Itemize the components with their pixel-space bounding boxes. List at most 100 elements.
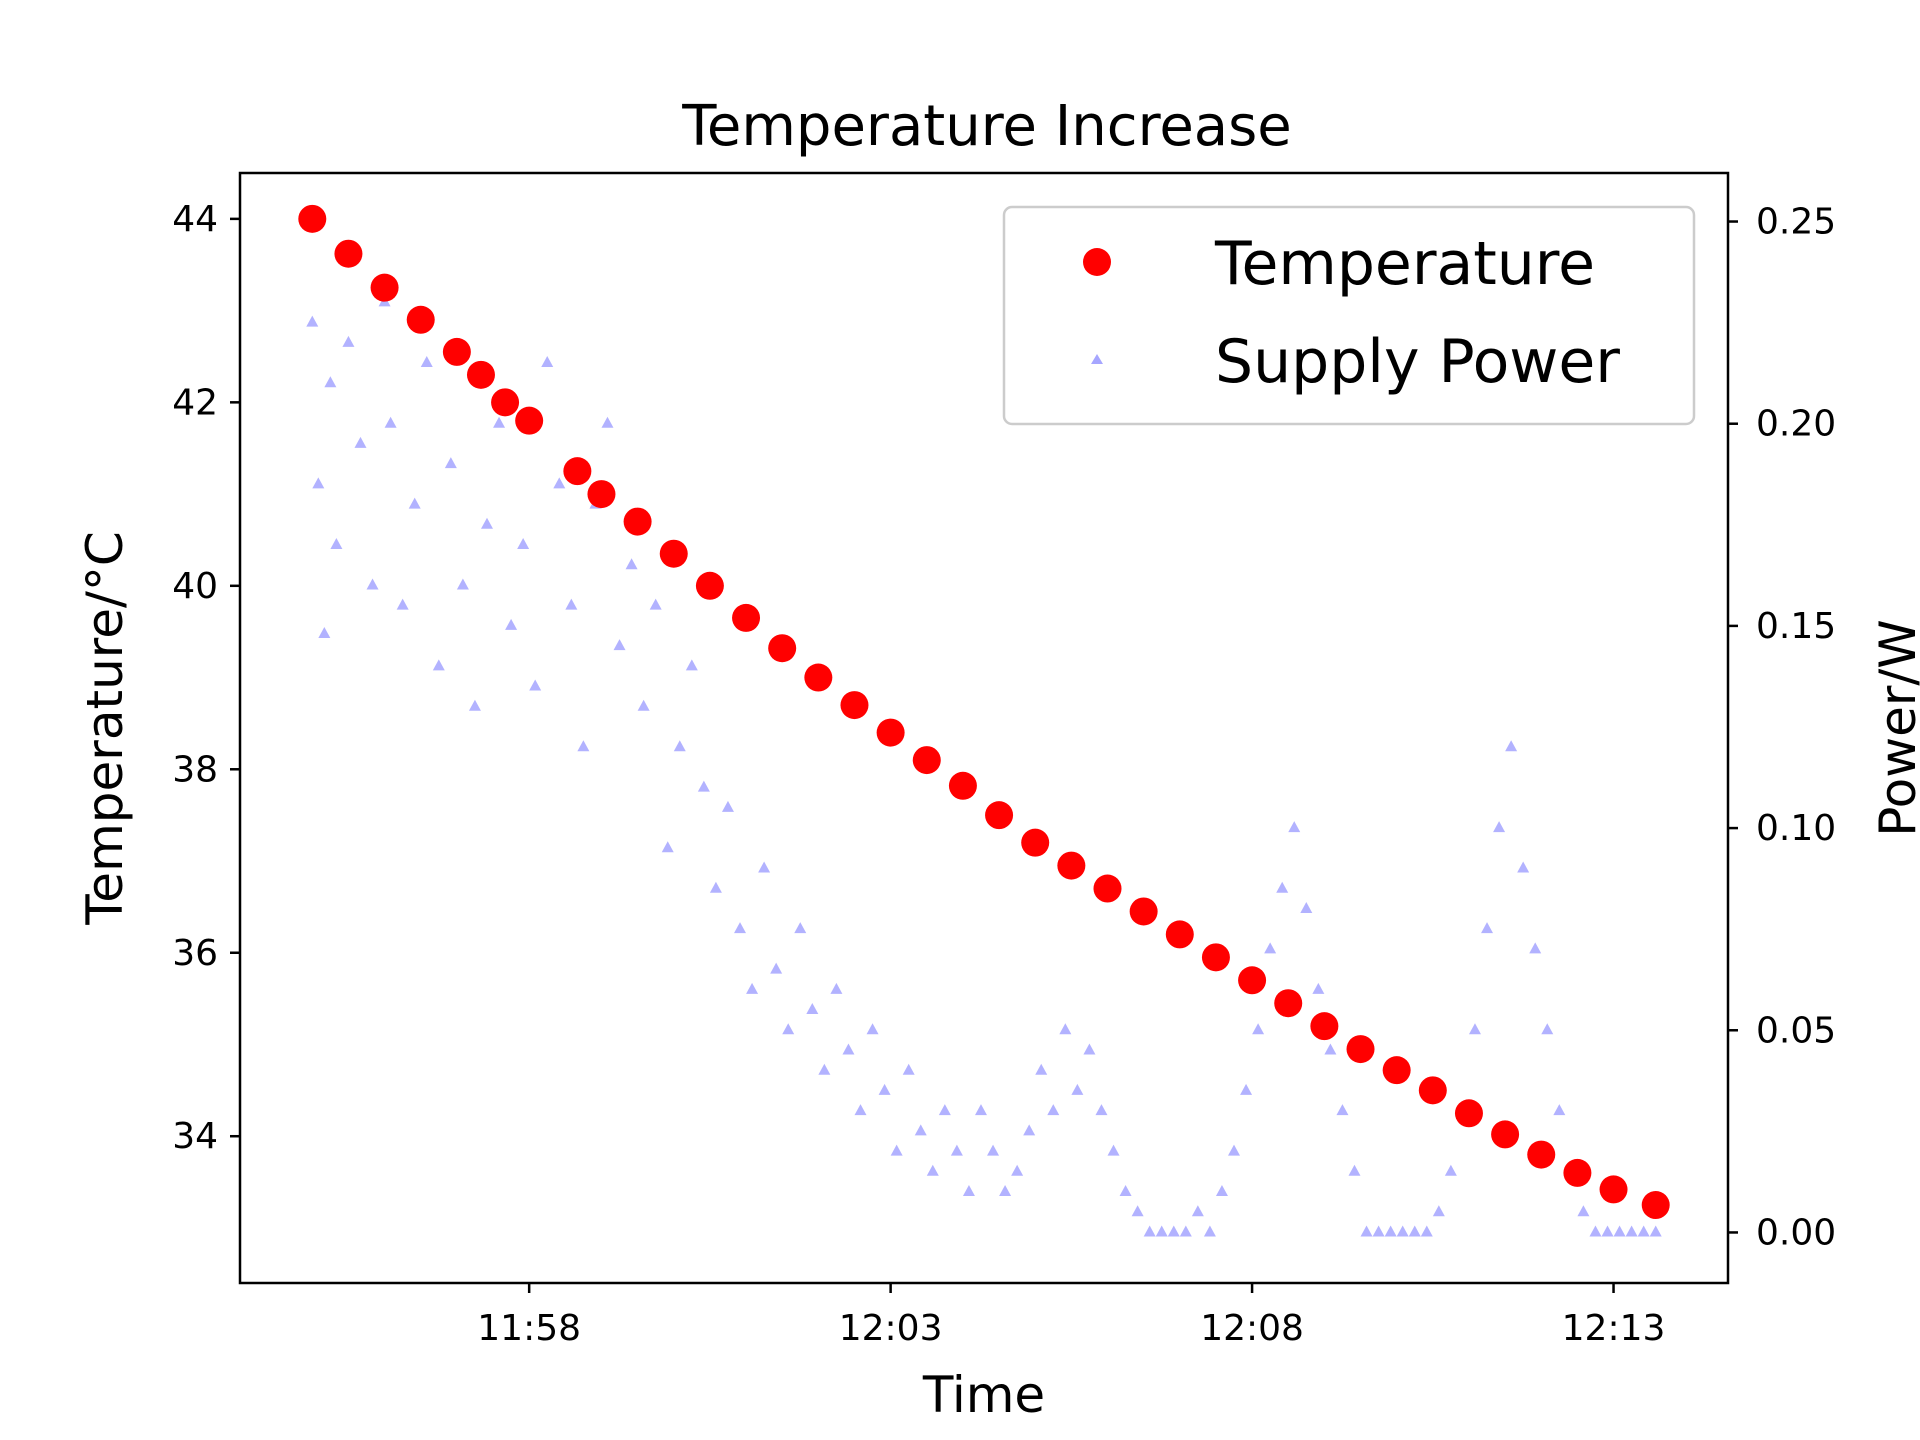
plot-marks bbox=[298, 204, 1670, 1237]
power-point bbox=[1240, 1083, 1253, 1095]
temperature-point bbox=[1201, 943, 1230, 972]
temperature-point bbox=[298, 204, 327, 233]
power-point bbox=[1360, 1225, 1373, 1237]
power-point bbox=[721, 800, 734, 812]
temperature-point bbox=[1641, 1191, 1670, 1220]
power-point bbox=[1119, 1185, 1132, 1197]
power-point bbox=[1215, 1185, 1228, 1197]
power-point bbox=[974, 1104, 987, 1116]
power-point bbox=[1167, 1225, 1180, 1237]
power-point bbox=[1143, 1225, 1156, 1237]
power-point bbox=[818, 1063, 831, 1075]
x-axis-title: Time bbox=[922, 1366, 1045, 1424]
power-point bbox=[758, 861, 771, 873]
power-point bbox=[1312, 982, 1325, 994]
temperature-point bbox=[442, 337, 471, 366]
power-point bbox=[902, 1063, 915, 1075]
power-point bbox=[661, 841, 674, 853]
temperature-point bbox=[1274, 989, 1303, 1018]
power-point bbox=[842, 1043, 855, 1055]
right-y-axis: 0.00 0.05 0.10 0.15 0.20 0.25 bbox=[1728, 202, 1836, 1253]
power-point bbox=[625, 558, 638, 570]
right-y-tick-label: 0.20 bbox=[1756, 404, 1836, 445]
legend-box bbox=[1002, 205, 1696, 426]
left-y-tick-label: 42 bbox=[172, 382, 218, 423]
legend-power-label: Supply Power bbox=[1215, 327, 1620, 397]
power-point bbox=[456, 578, 469, 590]
temperature-point bbox=[948, 771, 977, 800]
power-point bbox=[649, 598, 662, 610]
power-point bbox=[1047, 1104, 1060, 1116]
power-point bbox=[318, 626, 331, 638]
temperature-point bbox=[1238, 966, 1267, 995]
temperature-point bbox=[1563, 1158, 1592, 1187]
temperature-point bbox=[1346, 1035, 1375, 1064]
power-point bbox=[1155, 1225, 1168, 1237]
power-point bbox=[1300, 901, 1313, 913]
power-point bbox=[1396, 1225, 1409, 1237]
x-axis: 11:58 12:03 12:08 12:13 bbox=[477, 1283, 1665, 1349]
x-tick-label: 11:58 bbox=[477, 1308, 581, 1349]
right-y-tick-label: 0.05 bbox=[1756, 1010, 1836, 1051]
power-point bbox=[673, 740, 686, 752]
power-point bbox=[806, 1003, 819, 1015]
power-point bbox=[306, 315, 319, 327]
temperature-point bbox=[1310, 1012, 1339, 1041]
right-y-tick-label: 0.15 bbox=[1756, 606, 1836, 647]
temperature-point bbox=[1599, 1175, 1628, 1204]
legend-temperature-marker bbox=[1083, 248, 1111, 276]
power-point bbox=[312, 477, 325, 489]
power-point bbox=[1517, 861, 1530, 873]
power-point bbox=[354, 436, 367, 448]
power-point bbox=[878, 1083, 891, 1095]
power-point bbox=[1637, 1225, 1650, 1237]
temperature-point bbox=[840, 691, 869, 720]
power-point bbox=[1276, 881, 1289, 893]
power-point bbox=[1541, 1023, 1554, 1035]
power-point bbox=[541, 356, 554, 368]
left-y-tick-label: 36 bbox=[172, 933, 218, 974]
temperature-point bbox=[804, 663, 833, 692]
power-point bbox=[1059, 1023, 1072, 1035]
power-point bbox=[1179, 1225, 1192, 1237]
power-point bbox=[565, 598, 578, 610]
power-point bbox=[432, 659, 445, 671]
temperature-point bbox=[1093, 874, 1122, 903]
temperature-point bbox=[1021, 828, 1050, 857]
power-point bbox=[493, 416, 506, 428]
temperature-point bbox=[912, 746, 941, 775]
legend: Temperature Supply Power bbox=[1002, 205, 1696, 426]
power-point bbox=[444, 457, 457, 469]
power-point bbox=[613, 639, 626, 651]
temperature-point bbox=[1129, 897, 1158, 926]
power-point bbox=[505, 618, 518, 630]
power-point bbox=[1444, 1164, 1457, 1176]
temperature-point bbox=[623, 507, 652, 536]
power-point bbox=[830, 982, 843, 994]
chart-title: Temperature Increase bbox=[681, 94, 1292, 159]
power-point bbox=[366, 578, 379, 590]
temperature-point bbox=[370, 273, 399, 302]
power-point bbox=[685, 659, 698, 671]
power-point bbox=[1577, 1205, 1590, 1217]
power-point bbox=[950, 1144, 963, 1156]
power-point bbox=[1420, 1225, 1433, 1237]
power-point bbox=[1481, 922, 1494, 934]
power-point bbox=[384, 416, 397, 428]
right-y-tick-label: 0.25 bbox=[1756, 202, 1836, 243]
temperature-point bbox=[1165, 920, 1194, 949]
temperature-point bbox=[587, 480, 616, 509]
temperature-point bbox=[985, 801, 1014, 830]
power-point bbox=[746, 982, 759, 994]
temperature-point bbox=[732, 603, 761, 632]
power-point bbox=[914, 1124, 927, 1136]
plot-frame bbox=[238, 171, 1730, 1285]
power-point bbox=[1288, 821, 1301, 833]
power-point bbox=[987, 1144, 1000, 1156]
power-point bbox=[1529, 942, 1542, 954]
power-point bbox=[1252, 1023, 1265, 1035]
power-point bbox=[420, 356, 433, 368]
left-y-tick-label: 34 bbox=[172, 1116, 218, 1157]
power-point bbox=[1264, 942, 1277, 954]
temperature-point bbox=[1057, 851, 1086, 880]
